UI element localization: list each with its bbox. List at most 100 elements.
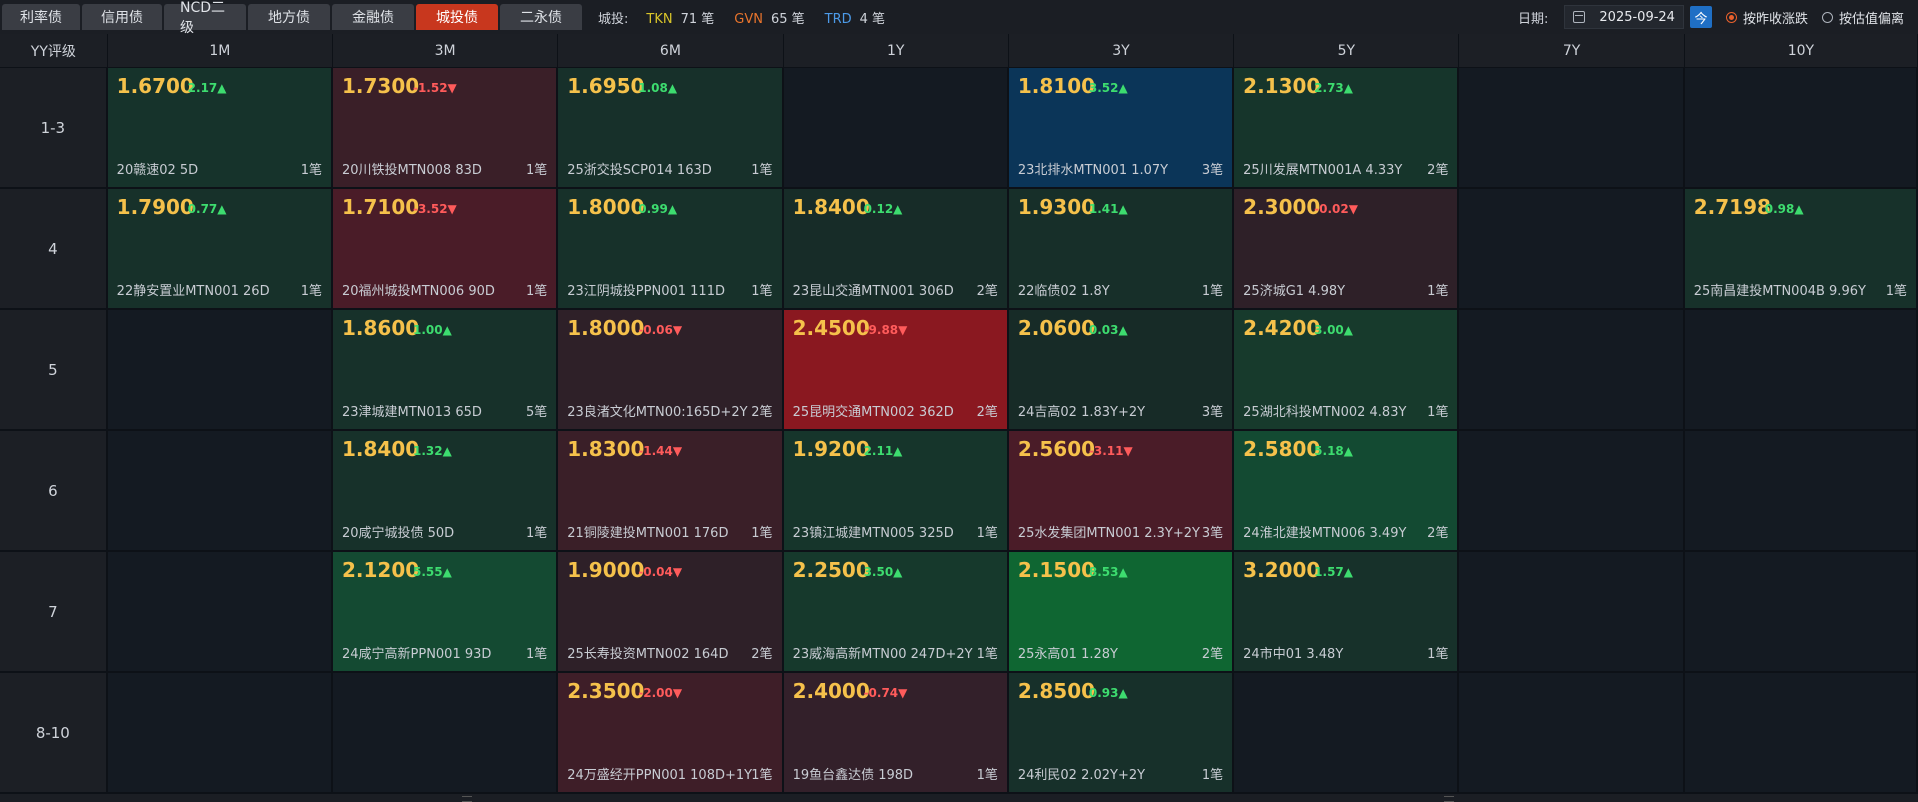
trade-count: 1笔 (300, 163, 322, 178)
bond-cell[interactable]: 2.5600 -3.11▼ 25水发集团MTN001 2.3Y+2Y 3笔 (1008, 431, 1235, 552)
tab-4[interactable]: 金融债 (332, 4, 414, 30)
tenor-header-7y[interactable]: 7Y (1459, 34, 1685, 68)
tenor-header-5y[interactable]: 5Y (1234, 34, 1460, 68)
bond-cell[interactable]: 2.3500 -2.00▼ 24万盛经开PPN001 108D+1Y 1笔 (558, 673, 784, 794)
yield-value: 1.7300 (341, 74, 420, 98)
bond-cell[interactable]: 1.8000 0.99▲ 23江阴城投PPN001 111D 1笔 (558, 189, 784, 310)
tab-1[interactable]: 信用债 (82, 4, 162, 30)
tenor-header-1m[interactable]: 1M (107, 34, 333, 68)
tenor-header-6m[interactable]: 6M (558, 34, 784, 68)
bond-name: 25永高01 1.28Y (1017, 647, 1118, 662)
change-value: 1.08▲ (638, 81, 678, 95)
change-value: 5.55▲ (412, 565, 452, 579)
tab-3[interactable]: 地方债 (248, 4, 330, 30)
bond-name: 22临债02 1.8Y (1017, 284, 1110, 299)
calendar-icon[interactable] (1573, 11, 1586, 23)
date-picker[interactable]: 2025-09-24 (1564, 5, 1684, 29)
bond-name: 24万盛经开PPN001 108D+1Y (567, 768, 753, 783)
tenor-header-1y[interactable]: 1Y (783, 34, 1009, 68)
bond-cell[interactable]: 1.8400 0.12▲ 23昆山交通MTN001 306D 2笔 (783, 189, 1009, 310)
bond-cell[interactable]: 1.7900 0.77▲ 22静安置业MTN001 26D 1笔 (107, 189, 333, 310)
change-value: -0.06▼ (638, 323, 683, 337)
bond-cell[interactable]: 2.7198 0.98▲ 25南昌建投MTN004B 9.96Y 1笔 (1684, 189, 1918, 310)
bond-cell[interactable]: 2.1300 2.73▲ 25川发展MTN001A 4.33Y 2笔 (1234, 68, 1460, 189)
empty-cell (332, 673, 559, 794)
trade-count: 3笔 (1201, 405, 1224, 420)
bond-cell[interactable]: 2.5800 5.18▲ 24淮北建投MTN006 3.49Y 2笔 (1234, 431, 1460, 552)
category-tabs: 利率债 信用债 NCD二级 地方债 金融债 城投债 二永债 (0, 0, 584, 36)
trade-count: 3笔 (1201, 163, 1224, 178)
bond-cell[interactable]: 2.0600 0.03▲ 24吉高02 1.83Y+2Y 3笔 (1008, 310, 1235, 431)
yield-value: 1.8300 (567, 437, 645, 461)
bond-cell[interactable]: 2.2500 3.50▲ 23威海高新MTN00 247D+2Y 1笔 (783, 552, 1009, 673)
bond-cell[interactable]: 1.9000 -0.04▼ 25长寿投资MTN002 164D 2笔 (558, 552, 784, 673)
bond-cell[interactable]: 1.9200 2.11▲ 23镇江城建MTN005 325D 1笔 (783, 431, 1009, 552)
tab-0[interactable]: 利率债 (2, 4, 80, 30)
trade-count: 1笔 (525, 526, 548, 541)
bond-cell[interactable]: 2.4000 -0.74▼ 19鱼台鑫达债 198D 1笔 (783, 673, 1009, 794)
trade-count: 1笔 (1201, 284, 1224, 299)
radio-option-0[interactable]: 按昨收涨跌 (1725, 8, 1808, 27)
empty-cell (1459, 189, 1685, 310)
bond-cell[interactable]: 1.7100 -3.52▼ 20福州城投MTN006 90D 1笔 (332, 189, 559, 310)
bond-cell[interactable]: 1.8600 1.00▲ 23津城建MTN013 65D 5笔 (332, 310, 559, 431)
radio-circle-icon[interactable] (1725, 11, 1737, 23)
matrix-row: 5 1.8600 1.00▲ 23津城建MTN013 65D 5笔 1.8000 -0.06… (0, 310, 1918, 431)
change-value: 0.77▲ (187, 202, 227, 216)
empty-cell (107, 552, 333, 673)
tenor-header-3y[interactable]: 3Y (1008, 34, 1235, 68)
tenor-header-3m[interactable]: 3M (332, 34, 559, 68)
resize-grip-icon[interactable] (1444, 796, 1454, 802)
trade-count: 1笔 (751, 526, 773, 541)
change-value: 0.93▲ (1088, 686, 1128, 700)
bond-cell[interactable]: 2.1500 8.53▲ 25永高01 1.28Y 2笔 (1008, 552, 1235, 673)
bond-cell[interactable]: 1.8400 1.32▲ 20咸宁城投债 50D 1笔 (332, 431, 559, 552)
trade-count: 1笔 (1885, 284, 1908, 299)
bond-cell[interactable]: 1.7300 -1.52▼ 20川铁投MTN008 83D 1笔 (332, 68, 559, 189)
rating-label: 6 (0, 431, 108, 552)
change-value: 8.53▲ (1088, 565, 1128, 579)
trade-count: 3笔 (1201, 526, 1224, 541)
stat-key: GVN (734, 11, 763, 27)
empty-cell (1684, 552, 1918, 673)
yield-value: 2.0600 (1017, 316, 1096, 340)
tenor-header-10y[interactable]: 10Y (1684, 34, 1918, 68)
trade-count: 5笔 (525, 405, 548, 420)
radio-option-1[interactable]: 按估值偏离 (1821, 8, 1904, 27)
tab-5[interactable]: 城投债 (416, 4, 498, 30)
change-value: 0.98▲ (1764, 202, 1804, 216)
radio-circle-icon[interactable] (1821, 11, 1833, 23)
bond-cell[interactable]: 2.3000 -0.02▼ 25济城G1 4.98Y 1笔 (1234, 189, 1460, 310)
yield-value: 2.2500 (792, 558, 870, 582)
bond-cell[interactable]: 2.8500 0.93▲ 24利民02 2.02Y+2Y 1笔 (1008, 673, 1235, 794)
bond-name: 20川铁投MTN008 83D (341, 163, 482, 178)
bond-cell[interactable]: 2.1200 5.55▲ 24咸宁高新PPN001 93D 1笔 (332, 552, 559, 673)
bond-cell[interactable]: 2.4200 3.00▲ 25湖北科投MTN002 4.83Y 1笔 (1234, 310, 1460, 431)
matrix-row: 1-3 1.6700 2.17▲ 20赣速02 5D 1笔 1.7300 -1.52▼ 20川… (0, 68, 1918, 189)
trade-count: 1笔 (1427, 647, 1449, 662)
empty-cell (783, 68, 1009, 189)
change-value: -0.74▼ (863, 686, 908, 700)
bond-cell[interactable]: 1.6700 2.17▲ 20赣速02 5D 1笔 (107, 68, 333, 189)
bond-cell[interactable]: 3.2000 1.57▲ 24市中01 3.48Y 1笔 (1234, 552, 1460, 673)
bond-name: 23江阴城投PPN001 111D (567, 284, 725, 299)
bond-name: 25浙交投SCP014 163D (567, 163, 712, 178)
yield-value: 2.4200 (1243, 316, 1321, 340)
bond-cell[interactable]: 1.9300 1.41▲ 22临债02 1.8Y 1笔 (1008, 189, 1235, 310)
today-button[interactable]: 今 (1689, 6, 1712, 28)
yield-value: 1.8400 (792, 195, 870, 219)
bond-cell[interactable]: 1.8300 -1.44▼ 21铜陵建投MTN001 176D 1笔 (558, 431, 784, 552)
resize-grip-icon[interactable] (462, 796, 472, 802)
bond-cell[interactable]: 2.4500 -9.88▼ 25昆明交通MTN002 362D 2笔 (783, 310, 1009, 431)
change-value: 3.00▲ (1314, 323, 1353, 337)
bond-cell[interactable]: 1.8100 3.52▲ 23北排水MTN001 1.07Y 3笔 (1008, 68, 1235, 189)
yield-value: 1.6700 (116, 74, 194, 98)
bond-cell[interactable]: 1.6950 1.08▲ 25浙交投SCP014 163D 1笔 (558, 68, 784, 189)
bond-name: 23昆山交通MTN001 306D (792, 284, 954, 299)
tab-6[interactable]: 二永债 (500, 4, 582, 30)
empty-cell (1459, 431, 1685, 552)
yield-value: 2.1500 (1017, 558, 1096, 582)
tab-2[interactable]: NCD二级 (164, 0, 246, 36)
bond-cell[interactable]: 1.8000 -0.06▼ 23良渚文化MTN00:165D+2Y 2笔 (558, 310, 784, 431)
yield-value: 1.8400 (341, 437, 420, 461)
